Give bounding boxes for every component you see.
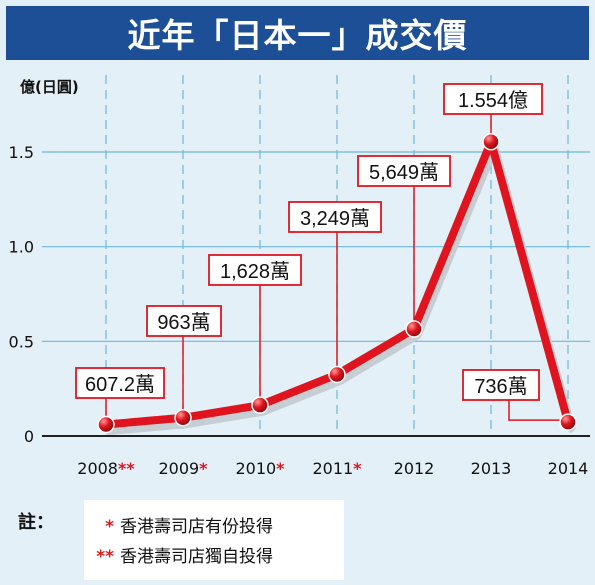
data-point bbox=[97, 415, 115, 434]
data-label: 607.2萬 bbox=[85, 373, 155, 396]
y-tick-label: 0.5 bbox=[9, 332, 34, 351]
data-point bbox=[559, 413, 577, 431]
x-tick-mark: * bbox=[199, 459, 208, 478]
x-tick-mark: ** bbox=[118, 459, 135, 478]
data-label-box bbox=[208, 254, 302, 286]
y-tick-label: 1.0 bbox=[9, 238, 34, 257]
data-label: 3,249萬 bbox=[300, 207, 370, 230]
data-label-box bbox=[357, 155, 451, 187]
data-point bbox=[405, 320, 423, 338]
data-label-box bbox=[462, 369, 540, 401]
note-item: ** 香港壽司店獨自投得 bbox=[90, 542, 273, 567]
data-point bbox=[482, 133, 500, 151]
y-tick-label: 1.5 bbox=[9, 143, 34, 162]
x-tick-label: 2011* bbox=[312, 459, 362, 478]
footnotes: 註： * 香港壽司店有份投得 ** 香港壽司店獨自投得 bbox=[0, 494, 595, 585]
data-label: 963萬 bbox=[157, 311, 210, 334]
data-label: 1.554億 bbox=[458, 89, 528, 112]
data-label: 1,628萬 bbox=[220, 260, 290, 283]
data-point bbox=[251, 396, 269, 414]
data-label-box bbox=[146, 305, 222, 337]
note-mark: * bbox=[105, 517, 114, 537]
x-tick-label: 2010* bbox=[235, 459, 285, 478]
data-label: 5,649萬 bbox=[369, 161, 439, 184]
x-tick-label: 2009* bbox=[158, 459, 208, 478]
note-label: 註： bbox=[18, 512, 54, 533]
x-tick-label: 2014 bbox=[548, 459, 589, 478]
x-tick-label: 2013 bbox=[471, 459, 512, 478]
line-chart: 0 0.5 1.0 1.5 2008** 2009* 2010* 2011* 2012 2013 2… bbox=[9, 75, 590, 478]
data-point bbox=[174, 409, 192, 427]
data-point bbox=[328, 365, 346, 384]
data-label-box bbox=[75, 367, 165, 399]
x-tick-mark: * bbox=[353, 459, 362, 478]
data-label-box bbox=[288, 201, 382, 233]
note-item: * 香港壽司店有份投得 bbox=[90, 512, 273, 537]
note-mark: ** bbox=[96, 547, 114, 567]
x-tick-label: 2012 bbox=[394, 459, 435, 478]
note-text: 香港壽司店獨自投得 bbox=[120, 547, 273, 567]
x-tick-mark: * bbox=[276, 459, 285, 478]
chart-title: 近年「日本一」成交價 bbox=[6, 6, 589, 60]
y-tick-label: 0 bbox=[24, 427, 34, 446]
note-text: 香港壽司店有份投得 bbox=[120, 517, 273, 537]
note-box: * 香港壽司店有份投得 ** 香港壽司店獨自投得 bbox=[84, 500, 344, 580]
data-label-box bbox=[443, 83, 543, 115]
y-axis-label: 億(日圓) bbox=[20, 78, 79, 96]
x-tick-label: 2008** bbox=[77, 459, 135, 478]
leader-line bbox=[508, 400, 560, 421]
data-label: 736萬 bbox=[474, 375, 527, 398]
